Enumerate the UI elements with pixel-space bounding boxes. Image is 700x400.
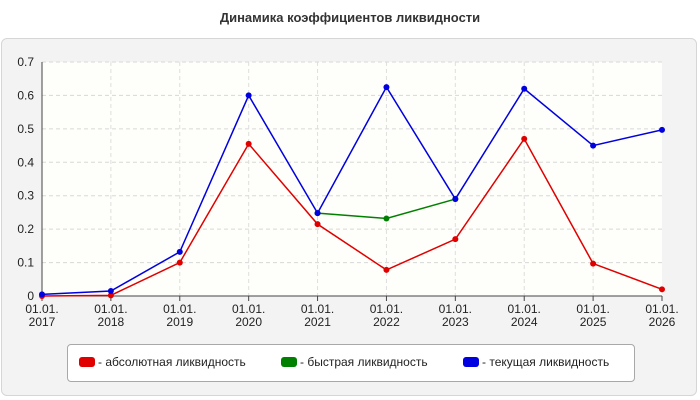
y-tick-label: 0.7 bbox=[17, 55, 34, 69]
x-tick-label: 01.01. 2021 bbox=[301, 302, 334, 329]
x-tick-label: 01.01. 2025 bbox=[576, 302, 609, 329]
data-point-absolute bbox=[452, 236, 459, 243]
data-point-absolute bbox=[245, 140, 252, 147]
legend-swatch-quick bbox=[281, 357, 297, 367]
data-point-current bbox=[176, 248, 183, 255]
data-point-absolute bbox=[590, 260, 597, 267]
series-line-current bbox=[41, 85, 663, 296]
x-tick-label: 01.01. 2023 bbox=[439, 302, 472, 329]
plot-area bbox=[42, 62, 662, 296]
y-tick-label: 0 bbox=[27, 289, 34, 303]
data-point-current bbox=[590, 142, 597, 149]
data-point-current bbox=[245, 92, 252, 99]
legend-label-absolute: - абсолютная ликвидность bbox=[98, 355, 246, 369]
chart-legend: - абсолютная ликвидность - быстрая ликви… bbox=[67, 344, 635, 382]
data-point-current bbox=[452, 196, 459, 203]
data-point-absolute bbox=[176, 259, 183, 266]
y-tick-label: 0.5 bbox=[17, 122, 34, 136]
legend-label-quick: - быстрая ликвидность bbox=[300, 355, 428, 369]
data-point-current bbox=[107, 287, 114, 294]
data-point-quick bbox=[383, 215, 390, 222]
data-point-current bbox=[659, 126, 665, 133]
series-line-absolute bbox=[41, 137, 663, 297]
x-tick-label: 01.01. 2020 bbox=[232, 302, 265, 329]
x-tick-label: 01.01. 2017 bbox=[25, 302, 58, 329]
data-point-current bbox=[521, 85, 528, 92]
chart-title: Динамика коэффициентов ликвидности bbox=[219, 10, 481, 25]
y-tick-label: 0.1 bbox=[17, 256, 34, 270]
data-point-absolute bbox=[107, 292, 114, 299]
legend-label-current: - текущая ликвидность bbox=[482, 355, 610, 369]
legend-item-current[interactable]: - текущая ликвидность bbox=[463, 355, 609, 369]
y-tick-label: 0.2 bbox=[17, 222, 34, 236]
x-tick-label: 01.01. 2024 bbox=[508, 302, 541, 329]
legend-swatch-absolute bbox=[79, 357, 95, 367]
data-point-current bbox=[383, 84, 390, 91]
data-point-current bbox=[39, 291, 45, 298]
y-tick-label: 0.6 bbox=[17, 88, 34, 102]
legend-item-absolute[interactable]: - абсолютная ликвидность bbox=[79, 355, 246, 369]
data-point-absolute bbox=[314, 221, 321, 228]
x-tick-label: 01.01. 2022 bbox=[370, 302, 403, 329]
legend-item-quick[interactable]: - быстрая ликвидность bbox=[281, 355, 428, 369]
x-tick-label: 01.01. 2019 bbox=[163, 302, 196, 329]
data-point-absolute bbox=[659, 286, 665, 293]
y-tick-label: 0.3 bbox=[17, 189, 34, 203]
y-tick-label: 0.4 bbox=[17, 155, 34, 169]
legend-swatch-current bbox=[463, 357, 479, 367]
data-point-current bbox=[314, 210, 321, 217]
data-point-absolute bbox=[383, 266, 390, 273]
data-point-absolute bbox=[521, 135, 528, 142]
x-tick-label: 01.01. 2026 bbox=[645, 302, 678, 329]
x-tick-label: 01.01. 2018 bbox=[94, 302, 127, 329]
